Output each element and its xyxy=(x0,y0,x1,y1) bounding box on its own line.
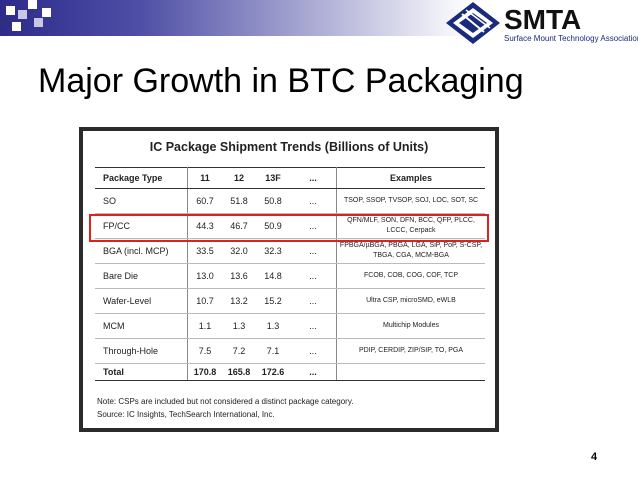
row-y2: 51.8 xyxy=(222,188,256,214)
banner-square xyxy=(28,0,37,9)
row-type: Bare Die xyxy=(95,263,188,289)
header-package-type: Package Type xyxy=(95,167,188,189)
total-label: Total xyxy=(95,363,188,381)
table-title: IC Package Shipment Trends (Billions of … xyxy=(149,140,429,154)
total-y2: 165.8 xyxy=(222,363,256,381)
table-row: Bare Die 13.0 13.6 14.8 ... FCOB, COB, C… xyxy=(95,263,485,289)
table-row: Wafer-Level 10.7 13.2 15.2 ... Ultra CSP… xyxy=(95,288,485,314)
table-row: BGA (incl. MCP) 33.5 32.0 32.3 ... FPBGA… xyxy=(95,238,485,264)
table-header-row: Package Type 11 12 13F ... Examples xyxy=(95,167,485,189)
table-paper: IC Package Shipment Trends (Billions of … xyxy=(83,131,495,428)
table-footnotes: Note: CSPs are included but not consider… xyxy=(97,395,353,421)
row-y1: 1.1 xyxy=(187,313,222,339)
table-note: Note: CSPs are included but not consider… xyxy=(97,397,354,406)
row-y3: 1.3 xyxy=(256,313,290,339)
total-examples-empty xyxy=(336,363,485,381)
row-y3: 15.2 xyxy=(256,288,290,314)
row-y2: 13.6 xyxy=(222,263,256,289)
row-type: SO xyxy=(95,188,188,214)
row-examples: FPBGA/µBGA, PBGA, LGA, SiP, PoP, S-CSP, … xyxy=(336,238,485,264)
row-examples: QFN/MLF, SON, DFN, BCC, QFP, PLCC, LCCC,… xyxy=(336,213,485,239)
smta-diamond-icon xyxy=(446,2,500,44)
table-total-row: Total 170.8 165.8 172.6 ... xyxy=(95,363,485,381)
row-dots: ... xyxy=(290,313,337,339)
header-banner xyxy=(0,0,470,36)
table-figure: IC Package Shipment Trends (Billions of … xyxy=(79,127,499,432)
row-y2: 13.2 xyxy=(222,288,256,314)
smta-logo: SMTA Surface Mount Technology Associatio… xyxy=(444,0,638,46)
header-year-11: 11 xyxy=(187,167,222,189)
shipment-table: Package Type 11 12 13F ... Examples SO 6… xyxy=(95,167,485,381)
header-ellipsis: ... xyxy=(290,167,337,189)
row-type: Wafer-Level xyxy=(95,288,188,314)
row-examples: Multichip Modules xyxy=(336,313,485,339)
header-examples: Examples xyxy=(336,167,485,189)
table-row: Through-Hole 7.5 7.2 7.1 ... PDIP, CERDI… xyxy=(95,338,485,364)
row-dots: ... xyxy=(290,288,337,314)
row-y1: 60.7 xyxy=(187,188,222,214)
table-row: SO 60.7 51.8 50.8 ... TSOP, SSOP, TVSOP,… xyxy=(95,188,485,214)
row-y3: 50.9 xyxy=(256,213,290,239)
table-row: MCM 1.1 1.3 1.3 ... Multichip Modules xyxy=(95,313,485,339)
row-y1: 7.5 xyxy=(187,338,222,364)
fpcc-highlight-box xyxy=(89,214,489,242)
header-year-12: 12 xyxy=(222,167,256,189)
row-y2: 32.0 xyxy=(222,238,256,264)
logo-wordmark: SMTA xyxy=(504,4,582,35)
row-type: Through-Hole xyxy=(95,338,188,364)
row-y1: 44.3 xyxy=(187,213,222,239)
banner-square xyxy=(0,18,9,27)
table-source: Source: IC Insights, TechSearch Internat… xyxy=(97,410,275,419)
row-dots: ... xyxy=(290,238,337,264)
row-y3: 14.8 xyxy=(256,263,290,289)
row-y3: 32.3 xyxy=(256,238,290,264)
row-y2: 1.3 xyxy=(222,313,256,339)
total-dots: ... xyxy=(290,363,337,381)
slide-title: Major Growth in BTC Packaging xyxy=(38,62,524,100)
row-type: FP/CC xyxy=(95,213,188,239)
row-type: MCM xyxy=(95,313,188,339)
table-row: FP/CC 44.3 46.7 50.9 ... QFN/MLF, SON, D… xyxy=(95,213,485,239)
row-y1: 13.0 xyxy=(187,263,222,289)
row-dots: ... xyxy=(290,263,337,289)
row-dots: ... xyxy=(290,213,337,239)
banner-square xyxy=(6,6,15,15)
row-dots: ... xyxy=(290,188,337,214)
row-y3: 7.1 xyxy=(256,338,290,364)
row-y1: 33.5 xyxy=(187,238,222,264)
row-y2: 7.2 xyxy=(222,338,256,364)
total-y1: 170.8 xyxy=(187,363,222,381)
banner-square xyxy=(34,18,43,27)
row-examples: FCOB, COB, COG, COF, TCP xyxy=(336,263,485,289)
row-dots: ... xyxy=(290,338,337,364)
page-number: 4 xyxy=(591,451,598,463)
banner-square xyxy=(18,10,27,19)
banner-square xyxy=(12,22,21,31)
row-type: BGA (incl. MCP) xyxy=(95,238,188,264)
row-y3: 50.8 xyxy=(256,188,290,214)
header-year-13f: 13F xyxy=(256,167,290,189)
banner-square xyxy=(42,8,51,17)
row-examples: PDIP, CERDIP, ZIP/SIP, TO, PGA xyxy=(336,338,485,364)
row-y2: 46.7 xyxy=(222,213,256,239)
total-y3: 172.6 xyxy=(256,363,290,381)
row-examples: TSOP, SSOP, TVSOP, SOJ, LOC, SOT, SC xyxy=(336,188,485,214)
row-examples: Ultra CSP, microSMD, eWLB xyxy=(336,288,485,314)
row-y1: 10.7 xyxy=(187,288,222,314)
logo-tagline: Surface Mount Technology Association xyxy=(504,34,638,43)
